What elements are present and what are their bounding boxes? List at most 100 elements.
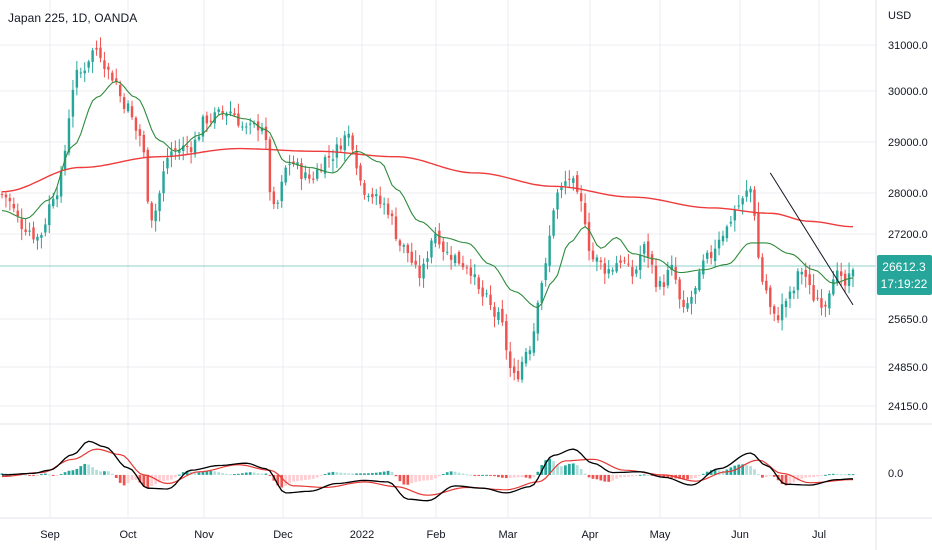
candle[interactable] [757, 202, 760, 260]
candle[interactable] [516, 359, 520, 382]
candle[interactable] [702, 254, 705, 279]
candle[interactable] [36, 233, 39, 250]
candle[interactable] [410, 242, 413, 266]
candle[interactable] [158, 190, 161, 222]
candle[interactable] [355, 144, 358, 176]
candle[interactable] [465, 264, 469, 275]
candle[interactable] [174, 140, 177, 160]
candle[interactable] [16, 203, 19, 223]
time-axis[interactable]: Sep Oct Nov Dec 2022 Feb Mar Apr May Jun Jul [40, 529, 826, 541]
candle[interactable] [654, 258, 658, 293]
candle[interactable] [769, 285, 772, 315]
candle[interactable] [241, 121, 244, 131]
candle[interactable] [591, 242, 595, 263]
candle[interactable] [197, 131, 201, 142]
candle[interactable] [560, 182, 563, 199]
price-axis[interactable]: 31000.0 30000.0 29000.0 28000.0 27200.0 25650… [888, 40, 928, 413]
candle[interactable] [524, 347, 528, 367]
candle[interactable] [162, 160, 165, 202]
candle[interactable] [256, 114, 260, 142]
symbol-title[interactable]: Japan 225, 1D, OANDA [8, 11, 138, 25]
candle[interactable] [698, 268, 701, 292]
candle[interactable] [154, 203, 157, 232]
candle[interactable] [252, 120, 256, 128]
candle[interactable] [544, 257, 547, 287]
candle[interactable] [237, 103, 240, 128]
candle[interactable] [761, 253, 764, 285]
candle[interactable] [12, 197, 16, 213]
candle[interactable] [382, 197, 386, 215]
candle[interactable] [95, 40, 98, 56]
candle[interactable] [414, 250, 417, 269]
candle[interactable] [457, 250, 461, 266]
candle[interactable] [233, 107, 236, 117]
candle[interactable] [343, 130, 346, 161]
candle[interactable] [784, 298, 788, 318]
candle[interactable] [595, 254, 599, 272]
candle[interactable] [505, 314, 508, 360]
candle[interactable] [682, 290, 685, 313]
candle[interactable] [276, 199, 280, 210]
candle[interactable] [245, 122, 248, 135]
candle[interactable] [575, 170, 579, 194]
candle[interactable] [205, 111, 209, 133]
candle[interactable] [804, 262, 807, 288]
candle[interactable] [453, 253, 457, 267]
candle[interactable] [587, 212, 591, 261]
candle[interactable] [331, 149, 335, 173]
candle[interactable] [185, 135, 189, 156]
candle[interactable] [469, 259, 473, 285]
candle[interactable] [0, 191, 4, 199]
candle[interactable] [304, 165, 307, 181]
candle[interactable] [729, 215, 733, 227]
candle[interactable] [568, 170, 571, 189]
candle[interactable] [497, 307, 500, 325]
candle[interactable] [339, 138, 343, 152]
candle[interactable] [296, 158, 299, 170]
candle[interactable] [40, 232, 43, 249]
candle[interactable] [351, 132, 354, 155]
candle[interactable] [201, 114, 205, 142]
candle[interactable] [75, 61, 79, 96]
candle[interactable] [20, 208, 23, 241]
candle[interactable] [646, 233, 650, 268]
candle[interactable] [780, 293, 784, 331]
candle[interactable] [32, 221, 35, 244]
candle[interactable] [501, 299, 504, 327]
candle[interactable] [323, 154, 327, 179]
candle[interactable] [792, 286, 796, 300]
candle[interactable] [741, 195, 744, 215]
candle[interactable] [118, 80, 122, 103]
candle[interactable] [611, 267, 614, 275]
candle[interactable] [548, 225, 551, 273]
candle[interactable] [583, 193, 587, 228]
candle[interactable] [327, 145, 331, 168]
candle[interactable] [375, 189, 378, 205]
candle[interactable] [398, 238, 402, 252]
candle[interactable] [111, 70, 114, 83]
candle[interactable] [556, 188, 559, 219]
candle[interactable] [650, 250, 654, 274]
candle[interactable] [851, 267, 855, 288]
candle[interactable] [788, 286, 792, 309]
candle[interactable] [166, 147, 169, 175]
candle[interactable] [138, 124, 142, 147]
candle[interactable] [288, 154, 291, 176]
candle[interactable] [603, 257, 607, 284]
candle[interactable] [67, 109, 71, 156]
candle[interactable] [485, 289, 488, 298]
candle[interactable] [737, 194, 740, 210]
candle[interactable] [264, 117, 268, 149]
candle[interactable] [836, 262, 839, 286]
macd-axis[interactable]: 0.0 [888, 468, 903, 480]
candle[interactable] [48, 195, 51, 234]
candle[interactable] [24, 218, 27, 236]
candle[interactable] [493, 302, 496, 328]
candle[interactable] [182, 136, 185, 161]
candle[interactable] [532, 323, 536, 357]
candle[interactable] [79, 67, 83, 79]
candle[interactable] [473, 264, 476, 286]
candle[interactable] [520, 356, 524, 383]
candle[interactable] [564, 170, 567, 195]
